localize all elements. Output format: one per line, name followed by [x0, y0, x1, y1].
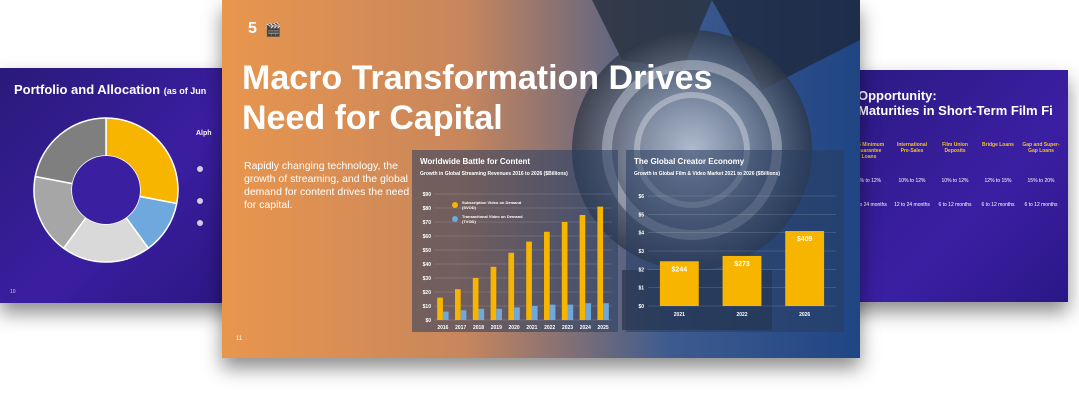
x-tick-label: 2022	[736, 312, 747, 318]
left-slide-title: Portfolio and Allocation (as of Jun	[14, 82, 207, 97]
creator-economy-chart-panel: The Global Creator Economy Growth in Glo…	[626, 150, 844, 332]
left-page-number: 10	[10, 289, 16, 295]
allocation-donut-chart	[33, 117, 179, 263]
y-tick-label: $50	[423, 248, 432, 254]
tvod-bar	[549, 304, 556, 320]
tvod-bar	[442, 311, 449, 320]
main-page-number: 11	[236, 336, 243, 342]
tvod-legend-label: Transactional Video on Demand (TVOD)	[462, 214, 523, 224]
y-tick-label: $90	[423, 192, 432, 198]
table-term: 6 to 12 months	[981, 202, 1015, 208]
section-number: 5	[248, 20, 257, 37]
svod-bar	[526, 241, 532, 320]
chart2-subtitle: Growth in Global Film & Video Market 202…	[634, 171, 781, 177]
x-tick-label: 2024	[580, 325, 591, 331]
x-tick-label: 2022	[544, 325, 555, 331]
right-slide-title: Opportunity: Maturities in Short-Term Fil…	[858, 88, 1053, 118]
svod-bar	[597, 206, 604, 320]
table-header: Gap and Super-Gap Loans	[1022, 142, 1060, 154]
x-tick-label: 2016	[437, 325, 448, 331]
y-tick-label: $70	[423, 220, 432, 226]
clapperboard-icon: 🎬	[265, 22, 282, 37]
y-tick-label: $30	[423, 276, 432, 282]
table-term: 12 to 24 months	[851, 202, 887, 208]
table-term: 12 to 24 months	[894, 202, 930, 208]
table-header: International Pre-Sales	[896, 142, 927, 154]
svod-legend-dot	[452, 202, 458, 208]
svod-bar	[437, 297, 443, 320]
y-tick-label: $6	[638, 194, 644, 200]
table-header: Bridge Loans	[982, 142, 1014, 148]
table-rate: 12% to 15%	[984, 178, 1012, 184]
y-tick-label: $0	[425, 318, 431, 324]
y-tick-label: $4	[638, 231, 644, 237]
y-tick-label: $60	[423, 234, 432, 240]
legend-dot	[197, 220, 203, 226]
chart1-title: Worldwide Battle for Content	[420, 157, 531, 166]
left-slide-thumbnail[interactable]: Portfolio and Allocation (as of Jun Alph…	[0, 68, 250, 303]
left-legend-heading: Alph	[196, 130, 212, 137]
tvod-bar	[531, 306, 538, 320]
y-tick-label: $2	[638, 267, 644, 273]
main-slide[interactable]: 5 🎬 Macro Transformation Drives Need for …	[222, 0, 860, 358]
streaming-revenue-bar-chart: $0 $10 $20 $30 $40 $50 $60 $70 $80 $90 2016 2017 201…	[423, 192, 612, 331]
tvod-bar	[603, 303, 609, 320]
bar-data-label: $273	[734, 261, 750, 268]
x-tick-label: 2026	[799, 312, 810, 318]
main-headline: Macro Transformation Drives Need for Capi…	[242, 59, 713, 137]
svod-bar	[508, 252, 515, 320]
tvod-bar	[585, 303, 591, 320]
svod-bar	[561, 222, 568, 320]
x-tick-label: 2021	[526, 325, 537, 331]
lead-paragraph: Rapidly changing technology, the growth …	[244, 160, 410, 211]
svod-bar	[544, 231, 550, 320]
svod-legend-label: Subscription Video on Demand (SVOD)	[462, 200, 522, 210]
svod-bar	[579, 215, 586, 320]
market-bar	[722, 255, 762, 306]
y-tick-label: $1	[638, 286, 644, 292]
film-video-market-bar-chart: $0 $1 $2 $3 $4 $5 $6 $244 2021 $273 2022 $409 2026	[638, 194, 836, 318]
bar-data-label: $244	[672, 266, 688, 273]
y-tick-label: $20	[423, 290, 432, 296]
y-tick-label: $10	[423, 304, 432, 310]
x-tick-label: 2021	[674, 312, 685, 318]
svod-bar	[490, 266, 497, 320]
svod-bar	[455, 289, 461, 320]
x-tick-label: 2023	[562, 325, 573, 331]
tvod-bar	[478, 308, 485, 320]
table-term: 6 to 12 months	[1024, 202, 1058, 208]
y-tick-label: $0	[638, 304, 644, 310]
market-bar	[785, 231, 825, 306]
tvod-bar	[496, 308, 502, 320]
chart2-title: The Global Creator Economy	[634, 157, 745, 166]
y-tick-label: $80	[423, 206, 432, 212]
chart1-subtitle: Growth in Global Streaming Revenues 2016…	[420, 171, 568, 177]
table-rate: 10% to 12%	[898, 178, 926, 184]
x-tick-label: 2018	[473, 325, 484, 331]
table-rate: 8% to 12%	[856, 178, 882, 184]
x-tick-label: 2017	[455, 325, 466, 331]
y-tick-label: $5	[638, 212, 644, 218]
tvod-bar	[567, 304, 574, 320]
y-tick-label: $40	[423, 262, 432, 268]
legend-dot	[197, 198, 203, 204]
table-header: Film Union Deposits	[942, 142, 968, 154]
tvod-legend-dot	[452, 216, 458, 222]
svod-bar	[472, 278, 479, 320]
legend-dot	[197, 166, 203, 172]
table-rate: 10% to 12%	[941, 178, 969, 184]
table-header: US Minimum Guarantee Loans	[853, 142, 885, 160]
bar-data-label: $409	[797, 236, 813, 243]
right-slide-thumbnail[interactable]: Opportunity: Maturities in Short-Term Fil…	[842, 70, 1068, 302]
x-tick-label: 2020	[509, 325, 520, 331]
table-rate: 15% to 20%	[1027, 178, 1055, 184]
tvod-bar	[460, 310, 467, 320]
tvod-bar	[514, 307, 520, 320]
x-tick-label: 2025	[598, 325, 609, 331]
table-term: 6 to 12 months	[938, 202, 972, 208]
market-bar	[659, 261, 699, 306]
y-tick-label: $3	[638, 249, 644, 255]
streaming-chart-panel: Worldwide Battle for Content Growth in G…	[412, 150, 618, 332]
x-tick-label: 2019	[491, 325, 502, 331]
